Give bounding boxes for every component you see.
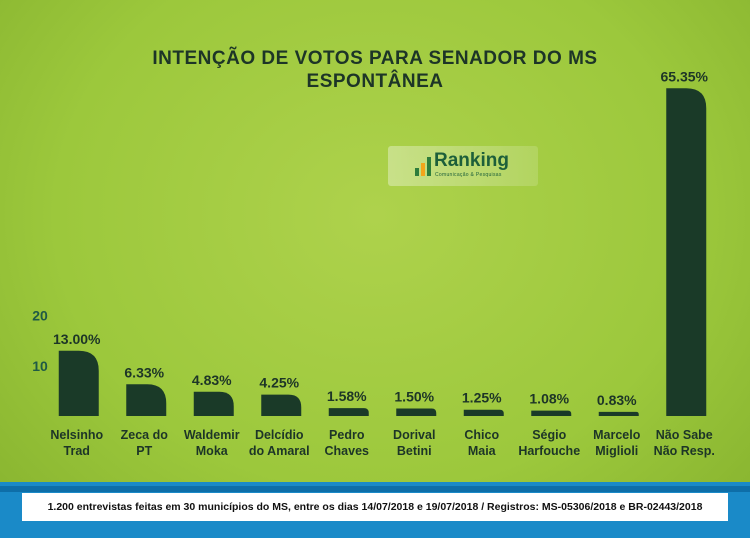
value-label: 1.25% [462,390,502,406]
category-label: Miglioli [595,444,638,458]
bar [193,391,234,416]
bars [58,88,707,416]
bar [126,384,167,416]
category-label: Pedro [329,428,365,442]
value-label: 1.08% [529,391,569,407]
category-label: do Amaral [249,444,310,458]
category-label: Delcídio [255,428,304,442]
category-label: PT [136,444,152,458]
category-label: Chaves [325,444,370,458]
category-label: Marcelo [593,428,641,442]
chart-title: INTENÇÃO DE VOTOS PARA SENADOR DO MS [152,48,598,69]
category-label: Ségio [532,428,566,442]
category-label: Maia [468,444,497,458]
value-label: 0.83% [597,392,637,408]
footer-base [0,523,750,538]
ranking-logo: Ranking Comunicação & Pesquisas [388,146,538,186]
value-label: 6.33% [124,364,164,380]
category-label: Waldemir [184,428,240,442]
bar [261,394,302,416]
value-label: 1.58% [327,388,367,404]
y-tick-label: 10 [32,358,48,374]
category-label: Não Resp. [654,444,715,458]
category-label: Não Sabe [656,428,713,442]
value-label: 4.83% [192,372,232,388]
value-labels: 13.00% 6.33% 4.83% 4.25% 1.58% 1.50% 1.25% 1.08… [53,68,709,408]
category-label: Chico [464,428,499,442]
y-axis-ticks: 10 20 [32,308,48,374]
bar [531,410,572,416]
value-label: 1.50% [394,388,434,404]
bar [463,409,504,416]
category-label: Moka [196,444,229,458]
bar [598,411,639,416]
bar [58,350,99,416]
bar-chart: 10 20 13.00% 6.33% 4.83% 4.25% 1.58% 1.50% 1.25… [32,68,715,458]
value-label: 4.25% [259,375,299,391]
category-labels: Nelsinho Trad Zeca do PT Waldemir Moka Delcídi… [50,428,714,458]
category-label: Zeca do [121,428,169,442]
bar [328,408,369,416]
logo-name: Ranking [434,150,509,171]
y-tick-label: 20 [32,308,48,324]
footer-band-accent [0,486,750,492]
logo-tagline: Comunicação & Pesquisas [435,172,502,178]
category-label: Harfouche [518,444,580,458]
footer-note: 1.200 entrevistas feitas em 30 município… [47,501,703,513]
value-label: 13.00% [53,331,101,347]
logo-panel [388,146,538,186]
footer-panel [22,493,728,521]
category-label: Trad [64,444,90,458]
bar-growth-icon [415,157,431,176]
value-label: 65.35% [661,68,709,84]
bar [666,88,707,416]
category-label: Dorival [393,428,435,442]
chart-subtitle: ESPONTÂNEA [306,71,444,92]
category-label: Nelsinho [50,428,103,442]
category-label: Betini [397,444,432,458]
bar [396,408,437,416]
